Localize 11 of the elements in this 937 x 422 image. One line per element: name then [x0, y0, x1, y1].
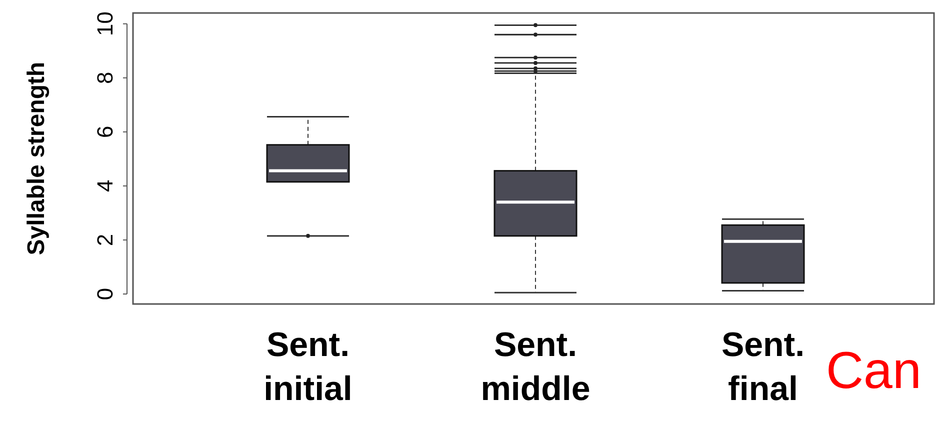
y-tick-label: 8	[92, 72, 118, 84]
y-tick-label: 6	[92, 126, 118, 138]
y-axis-title: Syllable strength	[23, 62, 50, 256]
x-tick-label: Sent. initial	[264, 326, 352, 408]
x-tick-label: Sent. final	[721, 326, 805, 408]
text: Can	[826, 342, 922, 400]
x-tick-label: Sent. middle	[480, 326, 590, 408]
y-tick-label: 0	[92, 288, 118, 300]
y-tick-label: 4	[92, 180, 118, 192]
y-tick-label: 10	[92, 12, 118, 36]
y-tick-label: 2	[92, 234, 118, 246]
